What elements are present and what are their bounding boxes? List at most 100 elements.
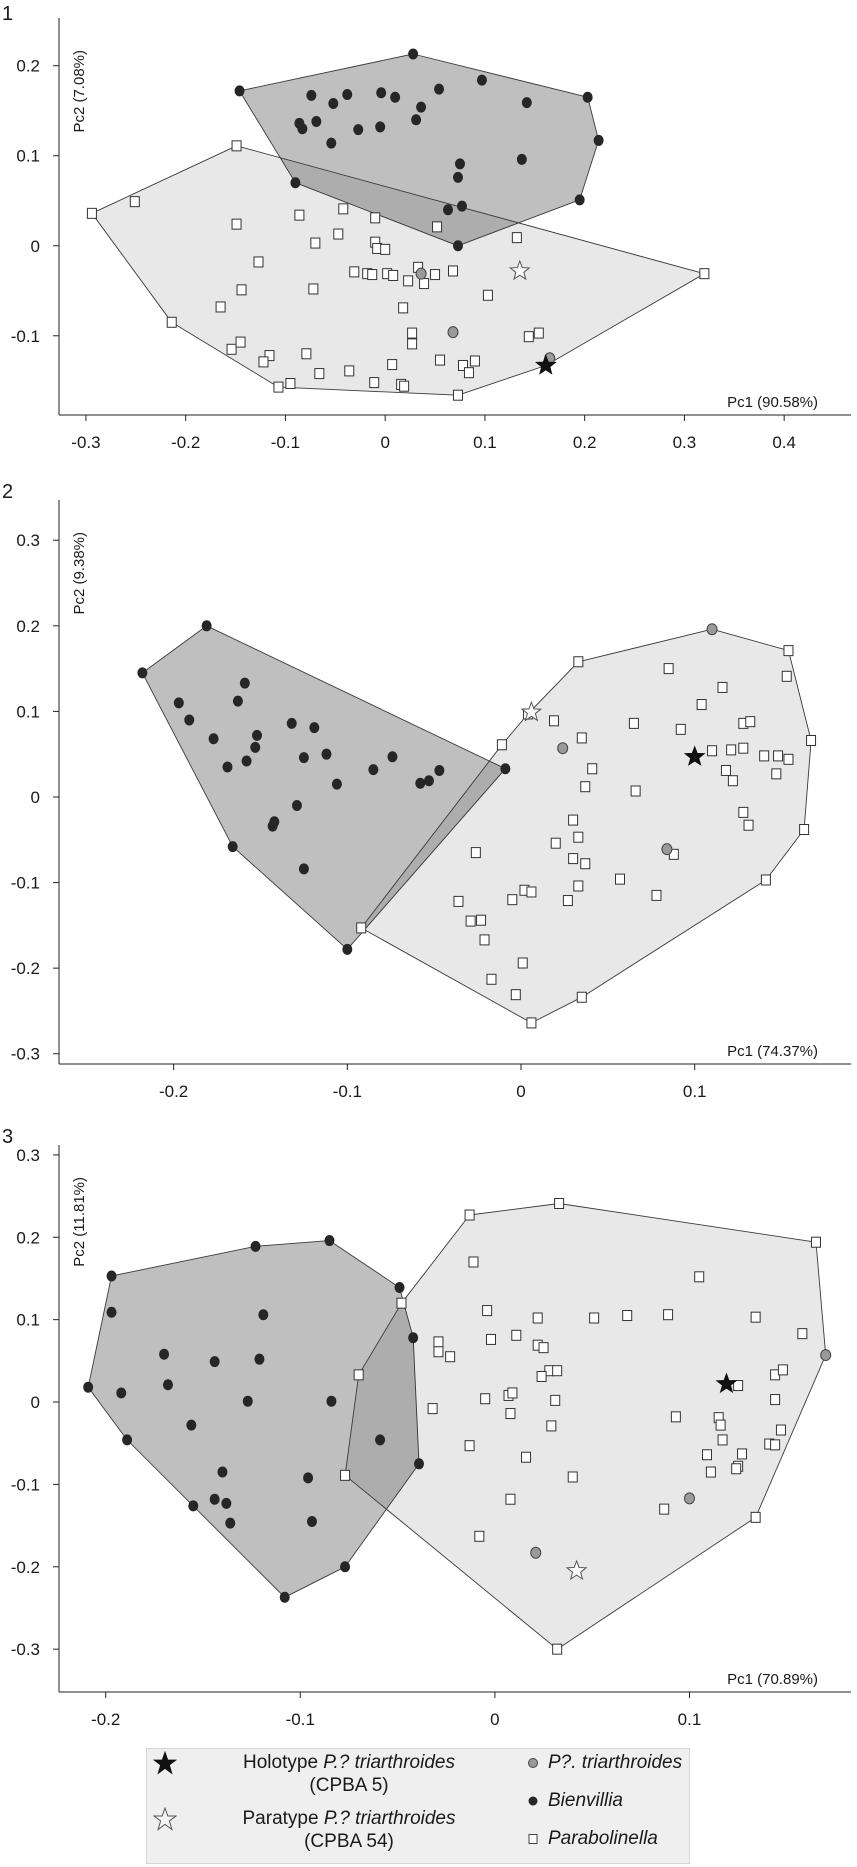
parabolinella-point xyxy=(781,670,792,682)
parabolinella-point xyxy=(675,723,686,735)
y-tick-label: 0.3 xyxy=(16,1146,40,1165)
parabolinella-point xyxy=(236,284,247,296)
x-tick-label: -0.2 xyxy=(159,1082,188,1101)
parabolinella-point xyxy=(369,377,380,389)
parabolinella-point xyxy=(419,278,430,290)
bienvillia-point xyxy=(456,200,467,212)
x-axis-title: Pc1 (90.58%) xyxy=(727,394,818,411)
legend-p-triarthroides-label: P?. triarthroides xyxy=(548,1752,683,1773)
bienvillia-point xyxy=(83,1381,94,1393)
parabolinella-point xyxy=(775,1424,786,1436)
bienvillia-point xyxy=(452,171,463,183)
parabolinella-point xyxy=(552,1643,563,1655)
parabolinella-point xyxy=(333,228,344,240)
bienvillia-point xyxy=(225,1517,236,1529)
parabolinella-point xyxy=(486,973,497,985)
bienvillia-point xyxy=(376,87,387,99)
x-tick-label: 0 xyxy=(380,433,389,452)
parabolinella-point xyxy=(370,212,381,224)
legend-holotype-prefix: Holotype xyxy=(243,1752,324,1773)
bienvillia-point xyxy=(582,91,593,103)
parabolinella-point xyxy=(469,355,480,367)
open-star-icon xyxy=(153,1807,177,1831)
x-tick-label: 0.3 xyxy=(673,433,697,452)
parabolinella-point xyxy=(308,283,319,295)
parabolinella-point xyxy=(476,914,487,926)
y-tick-label: 0 xyxy=(31,788,40,807)
parabolinella-point xyxy=(479,934,490,946)
parabolinella-point xyxy=(407,327,418,339)
bienvillia-point xyxy=(241,755,252,767)
bienvillia-point xyxy=(106,1270,117,1282)
bienvillia-point xyxy=(321,748,332,760)
parabolinella-point xyxy=(294,209,305,221)
x-axis-title: Pc1 (74.37%) xyxy=(727,1043,818,1060)
parabolinella-point xyxy=(670,1411,681,1423)
parabolinella-point xyxy=(482,289,493,301)
bienvillia-point xyxy=(411,114,422,126)
x-tick-label: -0.1 xyxy=(271,433,300,452)
bienvillia-point xyxy=(326,1395,337,1407)
legend-item-bienvillia: Bienvillia xyxy=(522,1789,687,1827)
parabolinella-point xyxy=(562,895,573,907)
parabolinella-point xyxy=(465,915,476,927)
paratype-star xyxy=(520,700,543,722)
parabolinella-point xyxy=(554,1197,565,1209)
p-triarthroides-point xyxy=(557,742,569,755)
parabolinella-point xyxy=(699,268,710,280)
parabolinella-point xyxy=(567,1471,578,1483)
bienvillia-point xyxy=(297,123,308,135)
x-tick-label: 0.1 xyxy=(678,1710,702,1729)
parabolinella-point xyxy=(773,750,784,762)
black-circle-icon xyxy=(528,1796,538,1806)
parabolinella-point xyxy=(523,331,534,343)
y-tick-label: 0.2 xyxy=(16,617,40,636)
bienvillia-point xyxy=(186,1419,197,1431)
y-tick-label: -0.2 xyxy=(11,1558,40,1577)
holotype-star xyxy=(715,1372,738,1394)
parabolinella-point xyxy=(427,1403,438,1415)
bienvillia-point xyxy=(173,697,184,709)
parabolinella-point xyxy=(356,922,367,934)
pca-panel-1: 1 -0.3 -0.2 -0.1 0 0.1 0.2 0.3 0.4 -0.1 0 0.1 0.2 Pc1… xyxy=(2,3,851,452)
legend-paratype-taxon: P.? triarthroides xyxy=(323,1808,456,1829)
panel-number: 2 xyxy=(2,481,13,503)
parabolinella-point xyxy=(380,243,391,255)
bienvillia-point xyxy=(408,1332,419,1344)
y-axis-title: Pc2 (9.38%) xyxy=(71,532,88,615)
parabolinella-point xyxy=(573,880,584,892)
parabolinella-hull xyxy=(344,1203,827,1650)
parabolinella-point xyxy=(750,1511,761,1523)
parabolinella-point xyxy=(536,1370,547,1382)
parabolinella-point xyxy=(496,739,507,751)
y-tick-label: 0.2 xyxy=(16,1228,40,1247)
bienvillia-point xyxy=(324,1235,335,1247)
parabolinella-point xyxy=(505,1408,516,1420)
p-triarthroides-point xyxy=(706,623,718,636)
parabolinella-point xyxy=(231,140,242,152)
bienvillia-point xyxy=(394,1282,405,1294)
parabolinella-point xyxy=(433,1336,444,1348)
parabolinella-point xyxy=(432,221,443,233)
bienvillia-point xyxy=(443,204,454,216)
parabolinella-point xyxy=(659,1503,670,1515)
bienvillia-point xyxy=(286,717,297,729)
x-tick-label: 0 xyxy=(516,1082,525,1101)
y-tick-label: 0.1 xyxy=(16,1311,40,1330)
parabolinella-point xyxy=(806,734,817,746)
p-triarthroides-point xyxy=(447,326,459,339)
parabolinella-point xyxy=(435,354,446,366)
parabolinella-point xyxy=(166,316,177,328)
parabolinella-point xyxy=(771,768,782,780)
y-axis-title: Pc2 (7.08%) xyxy=(71,50,88,133)
parabolinella-point xyxy=(573,656,584,668)
parabolinella-point xyxy=(129,196,140,208)
parabolinella-point xyxy=(388,269,399,281)
parabolinella-point xyxy=(511,1329,522,1341)
bienvillia-point xyxy=(423,775,434,787)
bienvillia-point xyxy=(201,620,212,632)
x-tick-label: 0.1 xyxy=(473,433,497,452)
parabolinella-point xyxy=(737,1448,748,1460)
parabolinella-point xyxy=(399,380,410,392)
bienvillia-point xyxy=(137,667,148,679)
